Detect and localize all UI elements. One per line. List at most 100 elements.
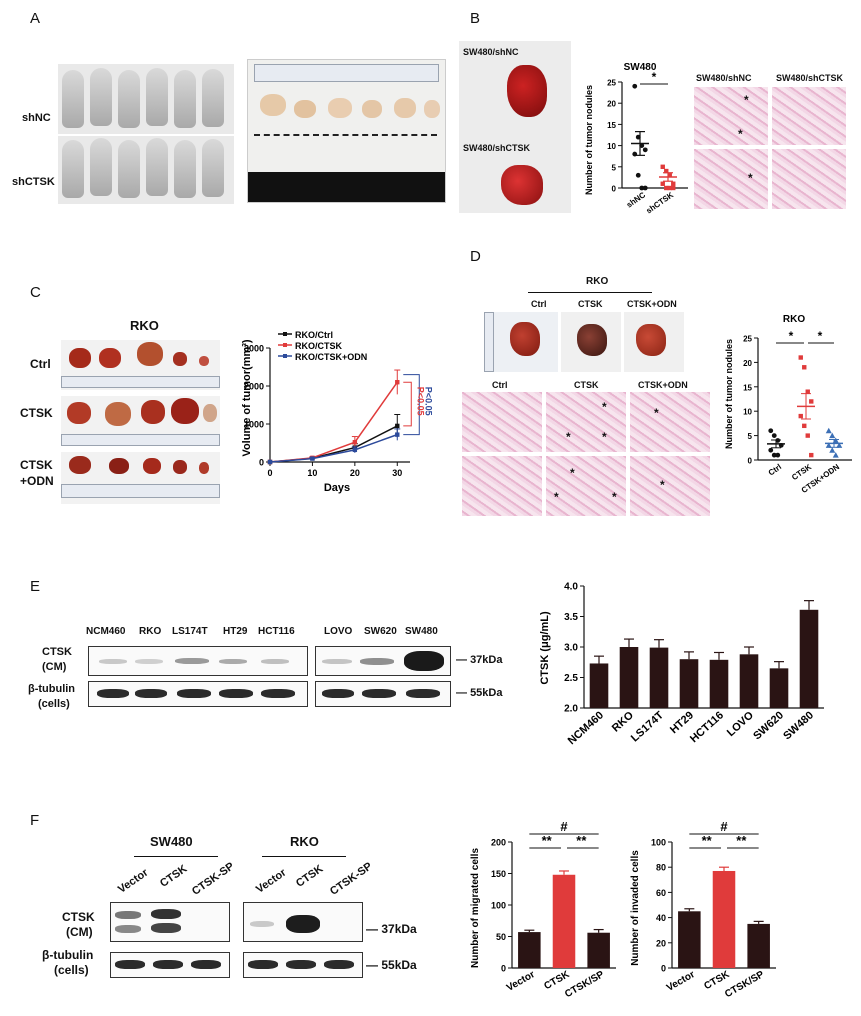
chart-e-ctsk: CTSK (μg/mL) 2.0 2.5 3.0 3.5 4.0 NCM460 RKOLS1… [539,582,824,747]
f-mig-bar [518,932,541,968]
e-x-label: RKO [610,709,637,735]
d-point [768,428,774,434]
e-bar [649,647,669,708]
e-bar [709,659,729,708]
d-point [805,389,810,394]
histology-tile [630,456,710,516]
panel-label-a: A [30,10,41,27]
group-label-rko: RKO [290,834,319,849]
d-point [836,442,843,448]
nodule-star: * [654,406,659,420]
f-mig-bar [587,932,610,968]
lane-ctsk-sp-rko: CTSK-SP [328,860,375,898]
tumor-photo-c [61,340,220,504]
b-point [660,181,665,186]
blot-tubulin-sw480 [110,952,230,978]
row-label-ctsk-odn-2: +ODN [20,474,54,488]
row-label-cells-f: (cells) [54,963,89,977]
blot-ctsk-right [315,646,451,676]
f-mig-bar [552,874,576,968]
f-mig-x-label: Vector [505,969,537,994]
c-x-tick-label: 20 [350,468,360,478]
f-mig-y-tick-label: 200 [491,838,506,848]
chart-f-mig-ylabel: Number of migrated cells [470,848,481,968]
b-point [642,185,648,191]
d-point [829,432,836,439]
histology-label-ctsk: CTSK [574,380,599,390]
kda-37-f: — 37kDa [366,922,417,936]
e-y-tick-label: 3.5 [564,612,578,623]
f-inv-sig: ** [736,833,747,848]
c-legend-label: RKO/CTSK+ODN [295,352,367,362]
e-x-label: SW480 [781,709,816,742]
photo-label-ctsk: CTSK [578,299,603,309]
lane-lovo: LOVO [324,626,353,637]
histology-tile [546,456,626,516]
kda-37-f-text: 37kDa [381,922,417,936]
histology-tile [694,87,768,145]
e-x-label: NCM460 [566,709,606,747]
f-mig-y-tick-label: 50 [496,932,506,942]
c-legend-label: RKO/Ctrl [295,330,333,340]
f-inv-y-tick-label: 20 [656,938,666,948]
row-label-shctsk: shCTSK [12,176,55,188]
chart-c-xlabel: Days [324,482,350,494]
f-mig-y-tick-label: 100 [491,901,506,911]
chart-d-ylabel: Number of tumor nodules [724,339,734,449]
lane-ctsk-sp-sw480: CTSK-SP [190,860,237,898]
lung-photo-b: SW480/shNC SW480/shCTSK [459,41,571,213]
b-point [642,147,648,153]
c-bracket-odn [403,374,420,436]
row-label-ctsk: CTSK [20,406,53,420]
c-series-line [269,425,398,463]
b-point [660,164,665,169]
c-point [310,456,315,461]
b-x-label: shCTSK [644,190,675,215]
c-series-line [269,433,398,463]
b-sig: * [652,70,657,84]
d-y-tick-label: 10 [743,408,752,417]
d-sig: * [789,329,794,343]
b-y-tick-label: 25 [607,79,616,88]
d-x-label: Ctrl [767,462,783,477]
chart-b-nodules: SW480 Number of tumor nodules 0 5 10 15 20 25… [584,62,688,215]
b-point [671,185,676,191]
photo-label-ctrl: Ctrl [531,299,547,309]
tumor-photo-a [247,59,446,203]
d-point [768,447,774,453]
b-point [667,173,672,178]
d-point [805,433,810,438]
photo-label-ctsk-odn: CTSK+ODN [627,299,677,309]
c-point [395,432,400,437]
histology-tile [630,392,710,452]
d-point [829,447,836,453]
panel-d-title: RKO [586,276,609,287]
nodule-star: * [612,490,617,504]
nodule-star: * [602,430,607,444]
b-x-label: shNC [625,190,647,209]
d-y-tick-label: 15 [743,383,752,392]
row-label-tubulin: β-tubulin [28,683,76,695]
group-label-sw480: SW480 [150,834,193,849]
row-label-cells: (cells) [38,698,70,710]
c-y-tick-label: 1000 [244,420,264,430]
e-y-tick-label: 3.0 [564,643,578,654]
histology-label-shctsk: SW480/shCTSK [776,73,844,83]
d-x-label: CTSK [790,462,813,482]
b-y-tick-label: 15 [607,121,616,130]
d-point [809,399,814,404]
b-y-tick-label: 20 [607,100,616,109]
b-point [671,181,676,186]
e-bar [589,663,609,708]
f-inv-y-tick-label: 80 [656,863,666,873]
row-label-ctsk-f: CTSK [62,910,95,924]
f-inv-y-tick-label: 0 [661,964,666,974]
d-sig: * [818,329,823,343]
c-point [352,440,358,445]
e-y-tick-label: 2.5 [564,673,578,684]
panel-c-title: RKO [130,318,159,333]
e-y-tick-label: 2.0 [564,704,578,715]
panel-label-d: D [470,248,481,265]
row-label-ctsk: CTSK [42,646,72,658]
lane-ht29: HT29 [223,626,248,637]
